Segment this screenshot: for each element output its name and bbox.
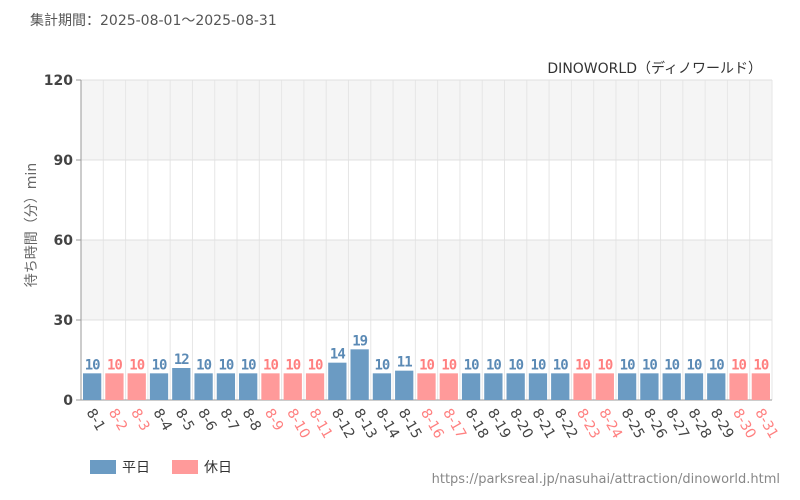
- bar: [595, 373, 614, 400]
- data-label: 10: [731, 357, 746, 373]
- period-label: 集計期間：2025-08-01～2025-08-31: [30, 13, 277, 29]
- bar: [83, 373, 102, 400]
- bar: [417, 373, 436, 400]
- data-label: 10: [753, 357, 768, 373]
- y-tick-label: 60: [54, 233, 74, 249]
- y-tick-label: 0: [63, 393, 73, 409]
- data-label: 12: [174, 352, 189, 368]
- data-label: 10: [196, 357, 211, 373]
- plot-band: [81, 240, 772, 320]
- source-url: https://parksreal.jp/nasuhai/attraction/…: [431, 472, 780, 487]
- y-axis-label: 待ち時間（分）min: [24, 163, 40, 287]
- data-label: 10: [664, 357, 679, 373]
- bar: [127, 373, 146, 400]
- legend: 平日 休日: [90, 457, 232, 477]
- data-label: 10: [419, 357, 434, 373]
- bar: [461, 373, 481, 400]
- data-label: 10: [107, 357, 122, 373]
- bar: [751, 373, 770, 400]
- bar: [149, 373, 169, 400]
- data-label: 10: [597, 357, 612, 373]
- data-label: 10: [687, 357, 702, 373]
- legend-item-weekday: 平日: [90, 457, 150, 477]
- bar: [105, 373, 124, 400]
- data-label: 10: [508, 357, 523, 373]
- x-tick-label: 8-7: [216, 406, 241, 434]
- data-label: 10: [374, 357, 389, 373]
- data-label: 10: [441, 357, 456, 373]
- bar: [261, 373, 280, 400]
- data-label: 10: [218, 357, 233, 373]
- bar: [439, 373, 458, 400]
- plot-band: [81, 160, 772, 240]
- bar: [194, 373, 213, 400]
- bar: [395, 370, 414, 400]
- x-tick-label: 8-31: [751, 406, 781, 442]
- x-tick-label: 8-1: [83, 406, 108, 434]
- bar: [283, 373, 302, 400]
- data-label: 10: [152, 357, 167, 373]
- bar: [551, 373, 570, 400]
- bar: [684, 373, 704, 400]
- data-label: 10: [553, 357, 568, 373]
- y-tick-label: 30: [54, 313, 74, 329]
- bar: [528, 373, 548, 400]
- bar: [506, 373, 525, 400]
- bar: [328, 362, 347, 400]
- data-label: 10: [263, 357, 278, 373]
- data-label: 10: [620, 357, 635, 373]
- y-tick-label: 120: [44, 73, 73, 89]
- bar: [484, 373, 503, 400]
- bar: [573, 373, 592, 400]
- bar: [729, 373, 748, 400]
- x-tick-label: 8-6: [194, 406, 219, 434]
- data-label: 10: [531, 357, 546, 373]
- bar: [305, 373, 325, 400]
- bar: [172, 368, 191, 400]
- data-label: 10: [129, 357, 144, 373]
- data-label: 10: [642, 357, 657, 373]
- bar: [662, 373, 681, 400]
- bar: [216, 373, 236, 400]
- data-label: 10: [285, 357, 300, 373]
- data-label: 14: [330, 347, 345, 363]
- data-label: 10: [464, 357, 479, 373]
- plot-band: [81, 80, 772, 160]
- x-tick-label: 8-3: [127, 406, 152, 434]
- y-tick-label: 90: [54, 153, 74, 169]
- bar: [239, 373, 258, 400]
- x-tick-label: 8-5: [172, 406, 197, 434]
- data-label: 10: [575, 357, 590, 373]
- bar: [617, 373, 637, 400]
- bar: [350, 349, 369, 400]
- chart-title: DINOWORLD（ディノワールド）: [547, 60, 762, 77]
- data-label: 10: [241, 357, 256, 373]
- legend-item-holiday: 休日: [172, 457, 232, 477]
- data-label: 10: [486, 357, 501, 373]
- bar: [640, 373, 659, 400]
- legend-swatch-holiday: [172, 460, 198, 474]
- data-label: 19: [352, 333, 367, 349]
- bar: [707, 373, 726, 400]
- data-label: 10: [709, 357, 724, 373]
- x-tick-label: 8-2: [105, 406, 130, 434]
- data-label: 11: [397, 355, 412, 371]
- x-tick-label: 8-8: [239, 406, 264, 434]
- bar: [372, 373, 392, 400]
- x-tick-label: 8-4: [150, 406, 175, 434]
- data-label: 10: [308, 357, 323, 373]
- legend-swatch-weekday: [90, 460, 116, 474]
- legend-label-weekday: 平日: [122, 460, 150, 476]
- data-label: 10: [85, 357, 100, 373]
- x-tick-label: 8-9: [261, 406, 286, 434]
- legend-label-holiday: 休日: [204, 460, 232, 476]
